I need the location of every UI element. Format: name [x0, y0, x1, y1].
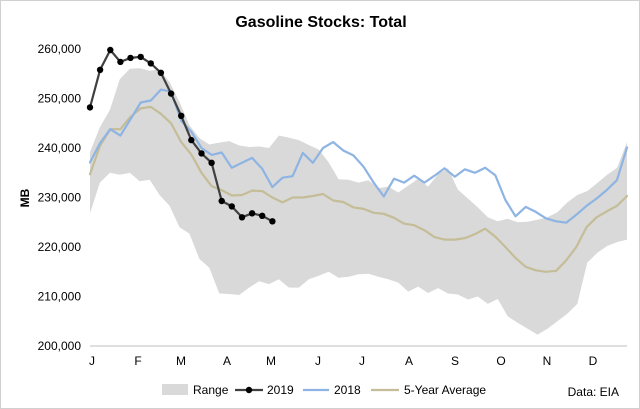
legend-label: 2018: [334, 383, 361, 397]
series-2019-point: [107, 46, 114, 54]
y-axis-title: MB: [18, 188, 32, 207]
series-2019-point: [228, 203, 235, 210]
legend: Range 2019 2018 5-Year Average: [162, 383, 486, 397]
legend-label: Range: [193, 383, 229, 397]
series-2019-point: [127, 54, 134, 62]
x-tick-label: A: [223, 354, 231, 368]
source-note: Data: EIA: [568, 385, 619, 399]
x-tick-label: A: [405, 354, 413, 368]
x-tick-label: M: [266, 354, 276, 368]
series-2019-point: [147, 60, 154, 67]
x-tick-label: J: [359, 354, 365, 368]
series-2019-point: [96, 66, 104, 74]
y-tick-label: 250,000: [38, 92, 82, 106]
series-2019-point: [188, 136, 195, 144]
series-2019-point: [238, 214, 246, 221]
legend-item: Range: [162, 383, 229, 397]
y-tick-label: 200,000: [38, 339, 82, 353]
series-2019-point: [86, 104, 94, 111]
series-2019-point: [117, 58, 124, 66]
y-tick-label: 210,000: [38, 290, 82, 304]
legend-label: 5-Year Average: [404, 383, 486, 397]
series-2019-point: [167, 90, 175, 97]
y-tick-label: 220,000: [38, 240, 82, 254]
series-2019-point: [269, 218, 276, 225]
legend-item: 2018: [303, 383, 361, 397]
series-2019-point: [137, 53, 144, 61]
series-5yr-average-line: [88, 105, 629, 273]
y-tick-label: 260,000: [38, 42, 82, 56]
x-tick-label: O: [496, 354, 505, 368]
legend-item: 2019: [235, 383, 294, 397]
series-2019-point: [198, 150, 205, 157]
x-tick-label: J: [315, 354, 321, 368]
x-tick-label: D: [589, 354, 598, 368]
x-tick-label: N: [543, 354, 552, 368]
legend-2019-swatch-point: [245, 386, 253, 394]
x-tick-label: F: [134, 354, 141, 368]
y-tick-label: 240,000: [38, 141, 82, 155]
x-tick-label: J: [89, 354, 95, 368]
legend-item: 5-Year Average: [371, 383, 486, 397]
series-2019-point: [248, 210, 256, 217]
series-2019-point: [218, 197, 225, 205]
y-tick-labels: 200,000 210,000 220,000 230,000 240,000 250,0…: [38, 42, 82, 353]
y-tick-label: 230,000: [38, 191, 82, 205]
x-tick-label: M: [176, 354, 186, 368]
series-2019-point: [208, 159, 215, 166]
legend-range-swatch: [162, 384, 188, 395]
chart-title: Gasoline Stocks: Total: [235, 14, 406, 31]
series-2019-point: [259, 212, 266, 219]
series-range-band: [90, 68, 627, 335]
series-2019-point: [157, 69, 165, 77]
range-band-layer: [90, 68, 627, 335]
legend-label: 2019: [267, 383, 294, 397]
series-2019-point: [178, 112, 185, 120]
x-tick-label: S: [451, 354, 459, 368]
series-markers-layer: [86, 46, 276, 225]
